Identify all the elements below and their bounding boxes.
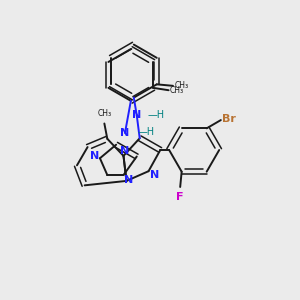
Text: F: F [176,192,184,202]
Text: CH₃: CH₃ [170,86,184,95]
Text: N: N [90,151,99,161]
Text: CH₃: CH₃ [97,109,111,118]
Text: Br: Br [222,114,236,124]
Text: —H: —H [148,110,165,120]
Text: N: N [124,175,134,185]
Text: N: N [120,128,130,138]
Text: N: N [120,146,129,156]
Text: N: N [150,170,160,180]
Text: N: N [132,110,141,120]
Text: —H: —H [137,127,154,137]
Text: CH₃: CH₃ [174,81,188,90]
